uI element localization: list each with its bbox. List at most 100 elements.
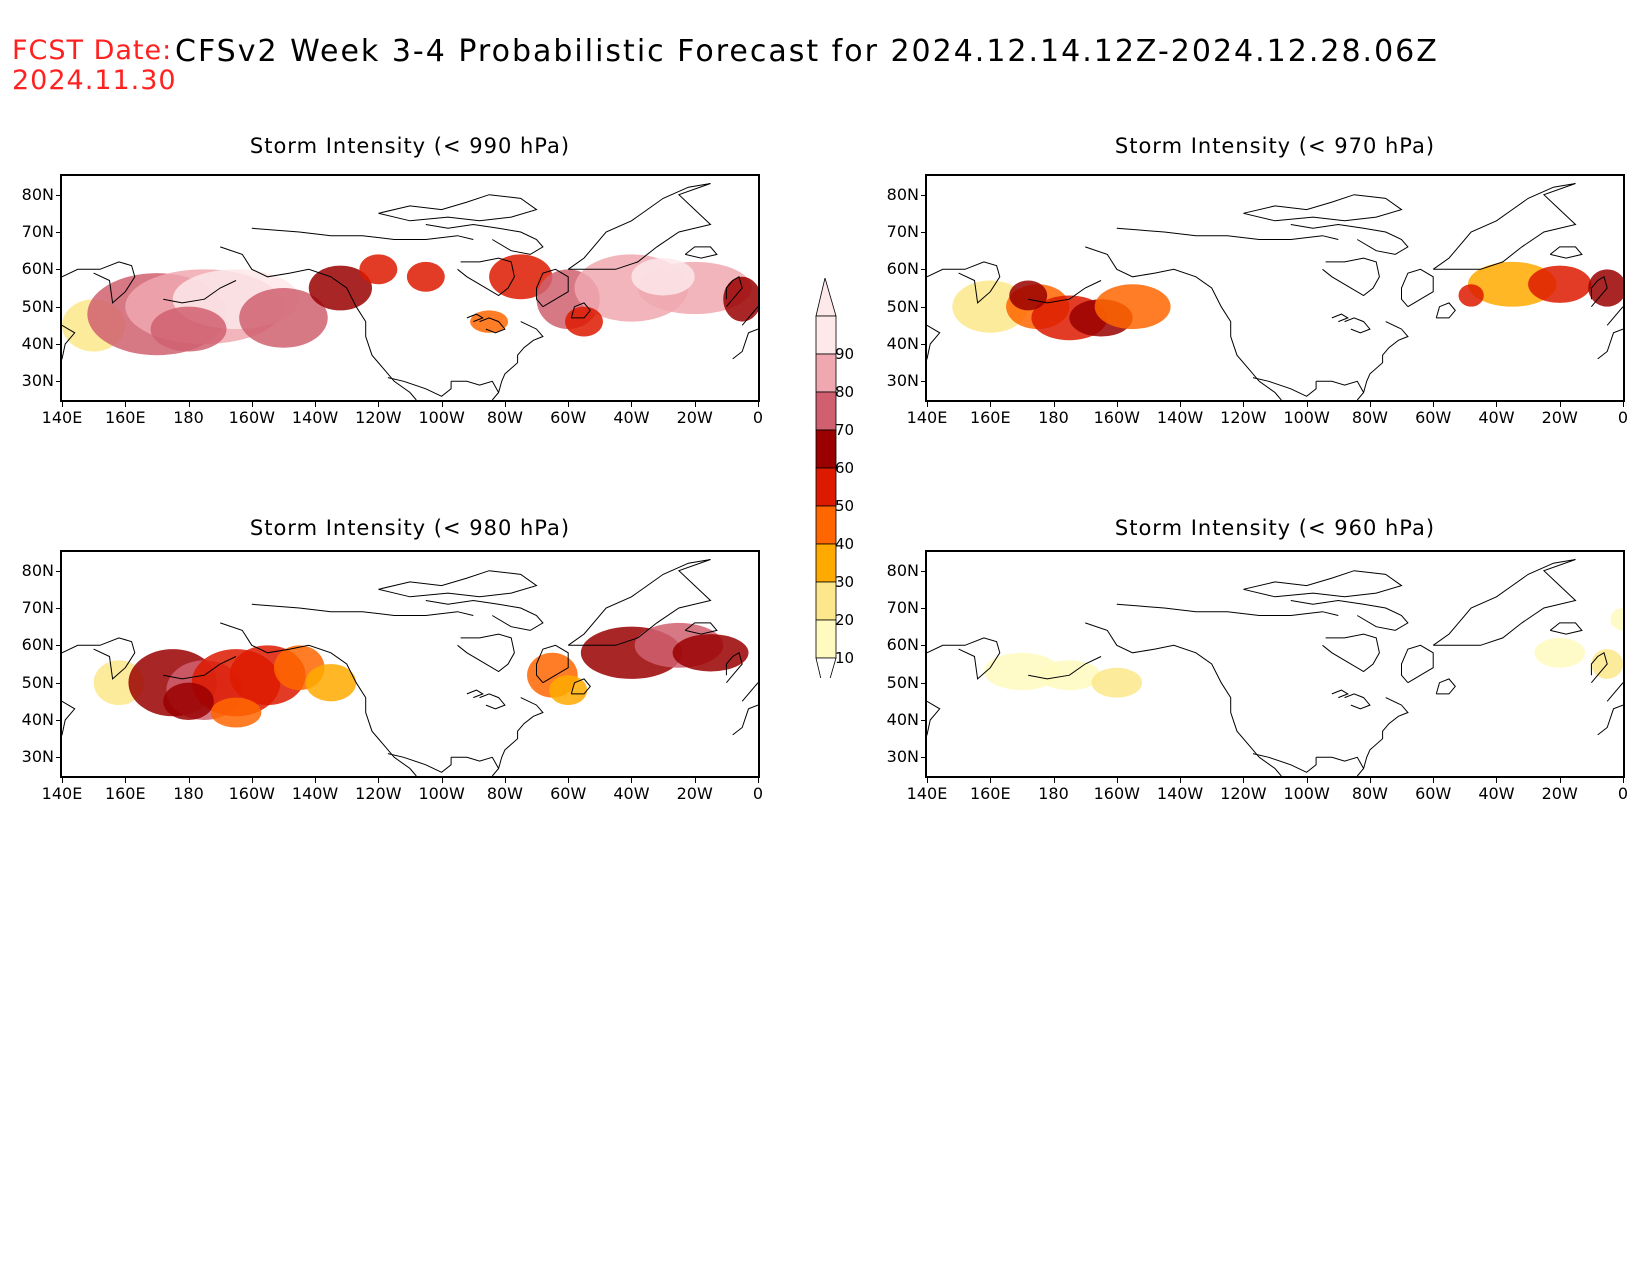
- coastline: [466, 689, 484, 699]
- probability-shading: [1009, 280, 1048, 311]
- lat-label: 40N: [21, 334, 54, 353]
- probability-shading: [406, 261, 445, 292]
- lat-tick: [56, 344, 61, 345]
- lat-tick: [56, 720, 61, 721]
- lat-tick: [921, 232, 926, 233]
- map-svg-990: [62, 183, 758, 400]
- coastline: [1316, 380, 1365, 393]
- lon-label: 40W: [1478, 408, 1515, 427]
- lon-tick: [694, 778, 696, 783]
- probability-shading: [1528, 265, 1592, 303]
- lon-tick: [251, 778, 253, 783]
- coastline: [62, 324, 76, 360]
- fcst-label: FCST Date:: [12, 35, 173, 66]
- lon-label: 160W: [1093, 408, 1140, 427]
- lon-label: 180: [173, 784, 204, 803]
- lon-tick: [1433, 778, 1435, 783]
- lon-label: 40W: [613, 784, 650, 803]
- lon-tick: [1053, 778, 1055, 783]
- probability-shading: [952, 280, 1029, 333]
- lon-tick: [1243, 778, 1245, 783]
- probability-shading: [723, 276, 758, 322]
- lon-tick: [568, 402, 570, 407]
- lat-tick: [56, 682, 61, 684]
- coastline: [927, 324, 941, 360]
- coastline: [1597, 328, 1623, 360]
- colorbar-top-triangle: [815, 276, 837, 317]
- fcst-date-label: FCST Date: 2024.11.30: [12, 36, 177, 96]
- probability-shading: [1094, 284, 1171, 330]
- coastline: [1243, 570, 1403, 598]
- coastline: [1085, 622, 1282, 776]
- lat-label: 70N: [886, 598, 919, 617]
- colorbar-label: 20: [835, 611, 855, 629]
- coastline: [1322, 257, 1380, 297]
- coastline: [1028, 656, 1102, 680]
- panel-title-990: Storm Intensity (< 990 hPa): [249, 134, 571, 158]
- lon-tick: [1433, 402, 1435, 407]
- coastline: [1401, 268, 1434, 308]
- lon-tick: [694, 402, 696, 407]
- probability-shading: [1091, 667, 1143, 698]
- colorbar-segment: [815, 619, 837, 659]
- probability-shading: [565, 306, 603, 337]
- lat-tick: [56, 306, 61, 308]
- lon-tick: [1243, 402, 1245, 407]
- lat-tick: [56, 194, 61, 196]
- lon-tick: [62, 778, 63, 783]
- probability-shading: [470, 310, 509, 333]
- coastline: [163, 656, 237, 680]
- map-panel-960: [925, 550, 1625, 778]
- lon-label: 80W: [486, 784, 523, 803]
- lat-tick: [921, 570, 926, 572]
- lon-label: 40W: [613, 408, 650, 427]
- colorbar-label: 70: [835, 421, 855, 439]
- lon-label: 140E: [906, 784, 948, 803]
- lon-tick: [1180, 778, 1182, 783]
- lat-tick: [56, 608, 61, 609]
- probability-shading: [359, 254, 398, 285]
- coastline: [62, 700, 76, 736]
- panel-title-960: Storm Intensity (< 960 hPa): [1114, 516, 1436, 540]
- lon-tick: [1369, 402, 1371, 407]
- coastline: [1590, 276, 1608, 308]
- lon-tick: [1116, 402, 1118, 407]
- lon-label: 120W: [1220, 408, 1267, 427]
- coastline: [491, 697, 544, 776]
- colorbar-label: 50: [835, 497, 855, 515]
- lon-tick: [315, 402, 317, 407]
- map-svg-960: [927, 559, 1623, 776]
- coastline: [62, 637, 136, 680]
- lon-label: 160E: [969, 408, 1011, 427]
- lon-tick: [441, 778, 443, 783]
- coastline: [378, 570, 538, 598]
- lon-label: 160E: [104, 408, 146, 427]
- coastline: [251, 603, 474, 616]
- lat-tick: [921, 720, 926, 721]
- lon-label: 140W: [291, 784, 339, 803]
- map-svg-980: [62, 559, 758, 776]
- lon-label: 120W: [355, 408, 402, 427]
- lon-label: 60W: [1415, 784, 1452, 803]
- colorbar-svg: [815, 276, 837, 698]
- probability-shading: [1610, 608, 1623, 631]
- coastline: [220, 622, 417, 776]
- coastline: [457, 257, 515, 297]
- colorbar-label: 40: [835, 535, 855, 553]
- lat-label: 80N: [886, 184, 919, 204]
- probability-shading: [1458, 284, 1484, 307]
- coastline: [1435, 302, 1456, 319]
- coastline: [1344, 693, 1371, 710]
- lat-label: 30N: [886, 371, 919, 391]
- lon-tick: [631, 778, 633, 783]
- lon-label: 60W: [550, 408, 587, 427]
- lat-label: 50N: [886, 296, 919, 316]
- coastline: [684, 246, 718, 259]
- lon-tick: [758, 402, 759, 407]
- lat-label: 70N: [21, 222, 54, 241]
- lon-tick: [1053, 402, 1055, 407]
- coastline: [1316, 756, 1365, 769]
- lat-tick: [921, 645, 926, 647]
- lon-label: 100W: [1283, 784, 1330, 803]
- lon-tick: [125, 402, 127, 407]
